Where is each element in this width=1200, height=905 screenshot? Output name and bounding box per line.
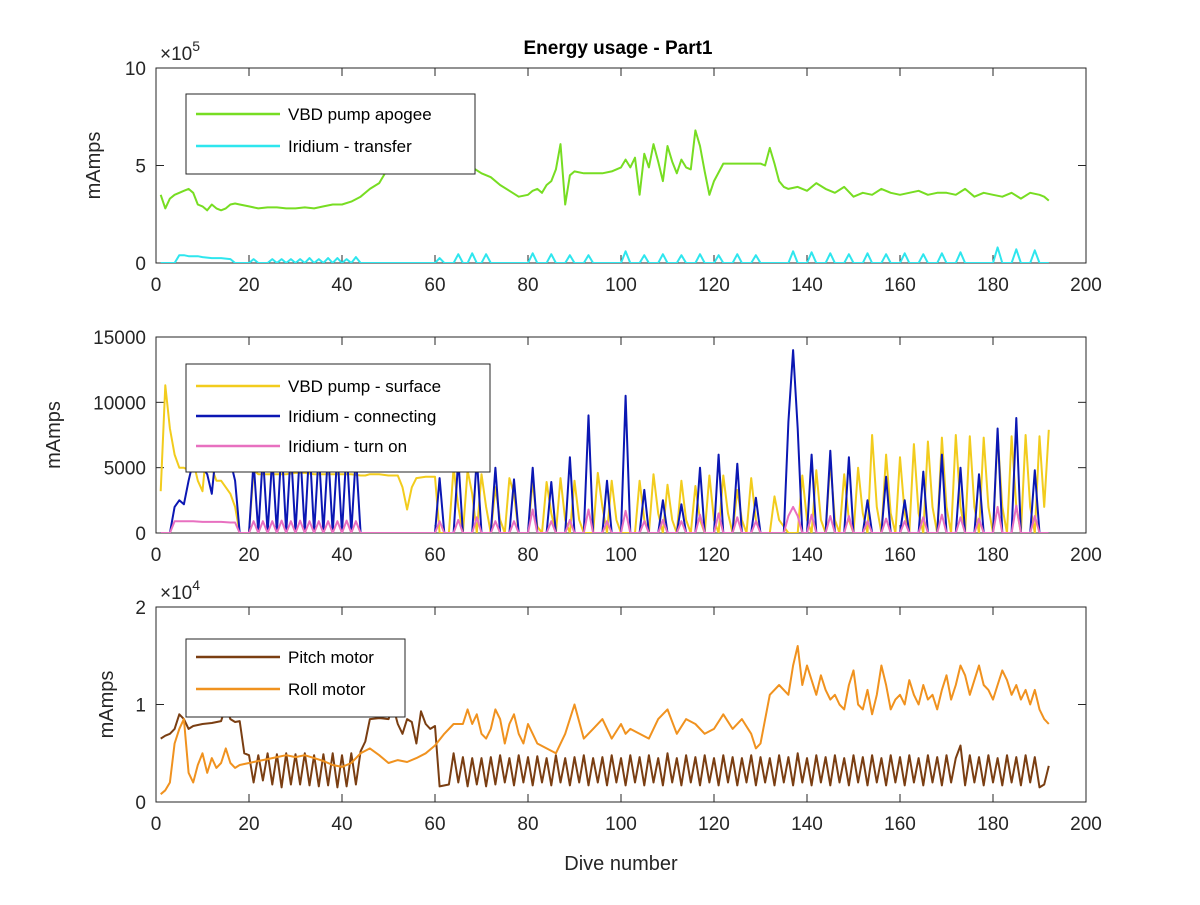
legend-label: Iridium - connecting [288,407,436,426]
series-line-vbd-pump-apogee [159,129,1050,212]
y-multiplier: ×105 [160,38,200,65]
legend-label: VBD pump apogee [288,105,432,124]
y-tick-label: 0 [135,793,146,814]
x-tick-label: 0 [151,814,162,835]
y-tick-label: 15000 [93,328,146,349]
x-tick-label: 200 [1070,275,1102,296]
y-axis-label: mAmps [43,401,65,469]
x-tick-label: 60 [424,275,445,296]
y-multiplier-exponent: 4 [192,577,200,593]
x-tick-label: 160 [884,545,916,566]
x-tick-label: 40 [331,275,352,296]
x-tick-label: 120 [698,545,730,566]
x-tick-label: 160 [884,814,916,835]
x-tick-label: 180 [977,814,1009,835]
legend-label: Roll motor [288,680,366,699]
series-line-roll-motor [160,645,1050,795]
y-multiplier: ×104 [160,577,200,604]
series-line-iridium-connecting [160,349,1049,533]
y-tick-label: 2 [135,598,146,619]
x-tick-label: 100 [605,814,637,835]
x-tick-label: 200 [1070,814,1102,835]
y-axis-label: mAmps [96,671,118,739]
y-tick-label: 10 [125,59,146,80]
series-line-pitch-motor [160,705,1050,789]
subplot-3: 0 20 40 60 80 100 120 140 160 180 200 0 1 2 ×104 mAmps D… [96,577,1102,875]
x-tick-label: 0 [151,545,162,566]
legend-label: Pitch motor [288,648,374,667]
y-tick-label: 5000 [104,459,146,480]
x-tick-label: 80 [517,814,538,835]
x-axis-label: Dive number [564,853,678,875]
y-multiplier-exponent: 5 [192,38,200,54]
x-tick-label: 60 [424,545,445,566]
x-tick-label: 0 [151,275,162,296]
x-tick-label: 120 [698,275,730,296]
legend-box [185,363,491,473]
x-tick-label: 80 [517,545,538,566]
figure-title: Energy usage - Part1 [523,38,712,59]
legend-box [185,638,406,718]
x-tick-label: 40 [331,545,352,566]
subplot-1: 0 20 40 60 80 100 120 140 160 180 200 0 5 10 ×105 mAmps… [83,38,1102,296]
x-tick-label: 140 [791,545,823,566]
x-tick-label: 180 [977,275,1009,296]
x-tick-label: 100 [605,545,637,566]
y-axis-label: mAmps [83,132,105,200]
subplot-2: 0 20 40 60 80 100 120 140 160 180 200 0 5000 10000 150… [43,328,1102,566]
x-tick-label: 40 [331,814,352,835]
legend-label: VBD pump - surface [288,377,441,396]
x-tick-label: 140 [791,814,823,835]
x-tick-label: 20 [238,545,259,566]
x-tick-label: 120 [698,814,730,835]
series-line-iridium-transfer [160,246,1049,263]
legend-label: Iridium - turn on [288,437,407,456]
y-tick-label: 0 [135,254,146,275]
x-tick-label: 20 [238,275,259,296]
x-tick-label: 140 [791,275,823,296]
x-tick-label: 100 [605,275,637,296]
x-tick-label: 180 [977,545,1009,566]
x-tick-label: 200 [1070,545,1102,566]
y-tick-label: 0 [135,524,146,545]
x-tick-label: 20 [238,814,259,835]
y-tick-label: 1 [135,696,146,717]
series-line-iridium-turn-on [160,504,1049,533]
x-tick-label: 60 [424,814,445,835]
legend-label: Iridium - transfer [288,137,412,156]
x-tick-label: 160 [884,275,916,296]
y-tick-label: 5 [135,157,146,178]
y-tick-label: 10000 [93,393,146,414]
x-tick-label: 80 [517,275,538,296]
legend-box [185,93,476,175]
